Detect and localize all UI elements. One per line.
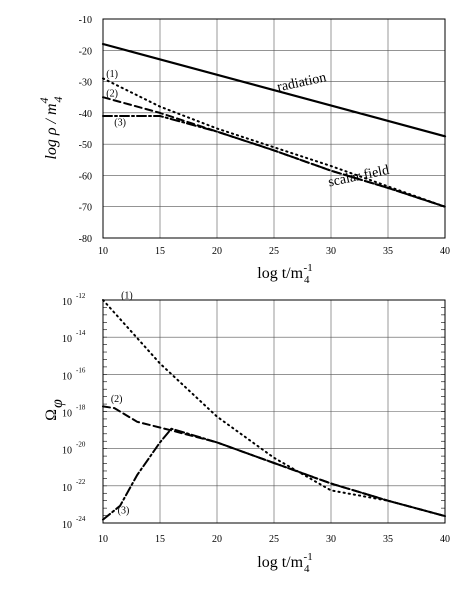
annotation: (2) — [106, 89, 118, 100]
x-tick-label: 25 — [269, 246, 279, 257]
x-tick-label: 40 — [440, 246, 450, 257]
y-tick-label: 10-24 — [62, 515, 86, 531]
y-tick-label: 10-20 — [62, 441, 86, 457]
series-line-3 — [102, 427, 446, 521]
annotation: (3) — [118, 506, 130, 517]
x-tick-label: 10 — [98, 246, 108, 257]
y-tick-label: 10-18 — [62, 404, 86, 420]
y-tick-label: -30 — [79, 78, 92, 89]
y-tick-label: -40 — [79, 109, 92, 120]
x-tick-label: 20 — [212, 246, 222, 257]
y-tick-label: 10-12 — [62, 292, 86, 308]
annotation: (3) — [114, 117, 126, 128]
x-tick-label: 25 — [269, 534, 279, 545]
x-tick-label: 35 — [383, 534, 393, 545]
grid — [103, 19, 445, 238]
annotation: (1) — [106, 69, 118, 80]
x-tick-label: 35 — [383, 246, 393, 257]
y-tick-label: -10 — [79, 15, 92, 26]
y-tick-label: 10-22 — [62, 478, 86, 494]
x-tick-label: 10 — [98, 534, 108, 545]
y-tick-label: 10-16 — [62, 366, 86, 382]
x-axis-label: log t/m4-1 — [257, 262, 312, 286]
y-axis-label: log ρ / m44 — [37, 96, 65, 159]
y-axis-label: Ωφ — [43, 399, 66, 421]
x-tick-label: 15 — [155, 534, 165, 545]
y-tick-label: 10-14 — [62, 329, 86, 345]
annotation: (1) — [121, 290, 133, 301]
series-line-radiation — [101, 42, 447, 138]
omega-phi-chart: 10 15 20 25 30 35 40 10-12 10-14 10-16 10-18 10-20 1… — [43, 290, 450, 575]
energy-density-chart: 10 15 20 25 30 35 40 -10 -20 -30 -40 -50 -60 -70 -80 ra… — [37, 15, 450, 286]
x-axis-label: log t/m4-1 — [257, 551, 312, 575]
grid — [103, 299, 445, 523]
annotation: radiation — [276, 70, 328, 95]
series-line-1 — [102, 77, 446, 208]
annotation: (2) — [111, 394, 123, 405]
series-line-1 — [102, 299, 446, 518]
plot-frame — [102, 18, 446, 239]
y-tick-label: -60 — [79, 171, 92, 182]
x-tick-label: 40 — [440, 534, 450, 545]
x-tick-label: 30 — [326, 246, 336, 257]
y-tick-label: -20 — [79, 46, 92, 57]
x-tick-label: 20 — [212, 534, 222, 545]
y-tick-label: -70 — [79, 203, 92, 214]
x-tick-label: 30 — [326, 534, 336, 545]
x-tick-label: 15 — [155, 246, 165, 257]
y-tick-label: -50 — [79, 140, 92, 151]
series-line-3 — [102, 115, 446, 208]
y-tick-label: -80 — [79, 234, 92, 245]
plot-frame — [102, 299, 446, 524]
